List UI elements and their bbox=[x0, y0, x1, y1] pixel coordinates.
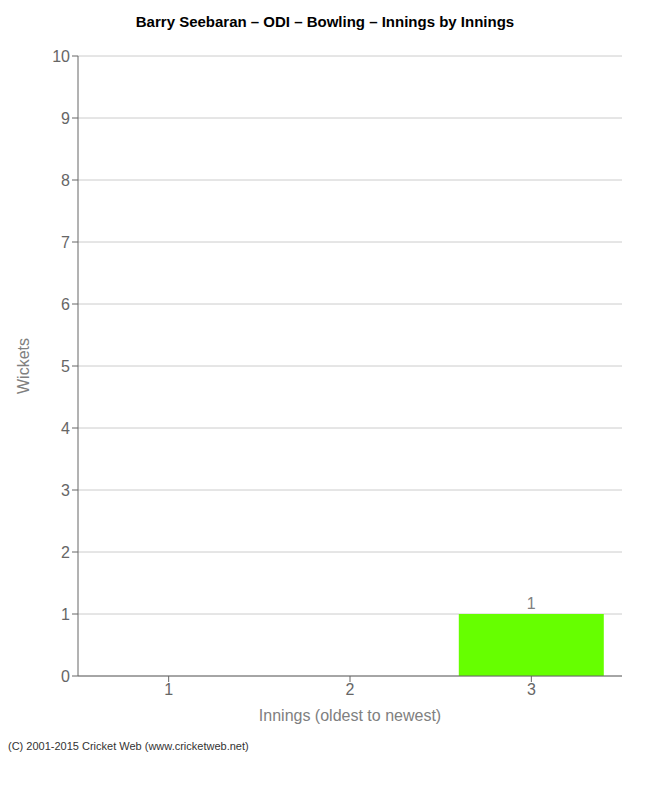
svg-text:Innings (oldest to newest): Innings (oldest to newest) bbox=[259, 707, 441, 724]
svg-text:4: 4 bbox=[61, 420, 70, 437]
svg-text:10: 10 bbox=[52, 48, 70, 65]
svg-text:1: 1 bbox=[527, 595, 536, 612]
svg-text:2: 2 bbox=[346, 681, 355, 698]
svg-text:Wickets: Wickets bbox=[15, 338, 32, 394]
svg-text:7: 7 bbox=[61, 234, 70, 251]
svg-text:3: 3 bbox=[527, 681, 536, 698]
html-text:Barry Seebaran – ODI – Bowling: Barry Seebaran – ODI – Bowling – Innings… bbox=[135, 13, 515, 30]
svg-text:5: 5 bbox=[61, 358, 70, 375]
html-text:(C) 2001-2015 Cricket Web (www: (C) 2001-2015 Cricket Web (www.cricketwe… bbox=[8, 740, 249, 752]
svg-text:6: 6 bbox=[61, 296, 70, 313]
svg-text:9: 9 bbox=[61, 110, 70, 127]
svg-text:3: 3 bbox=[61, 482, 70, 499]
svg-text:1: 1 bbox=[164, 681, 173, 698]
svg-text:1: 1 bbox=[61, 606, 70, 623]
svg-text:8: 8 bbox=[61, 172, 70, 189]
svg-text:2: 2 bbox=[61, 544, 70, 561]
svg-text:0: 0 bbox=[61, 668, 70, 685]
